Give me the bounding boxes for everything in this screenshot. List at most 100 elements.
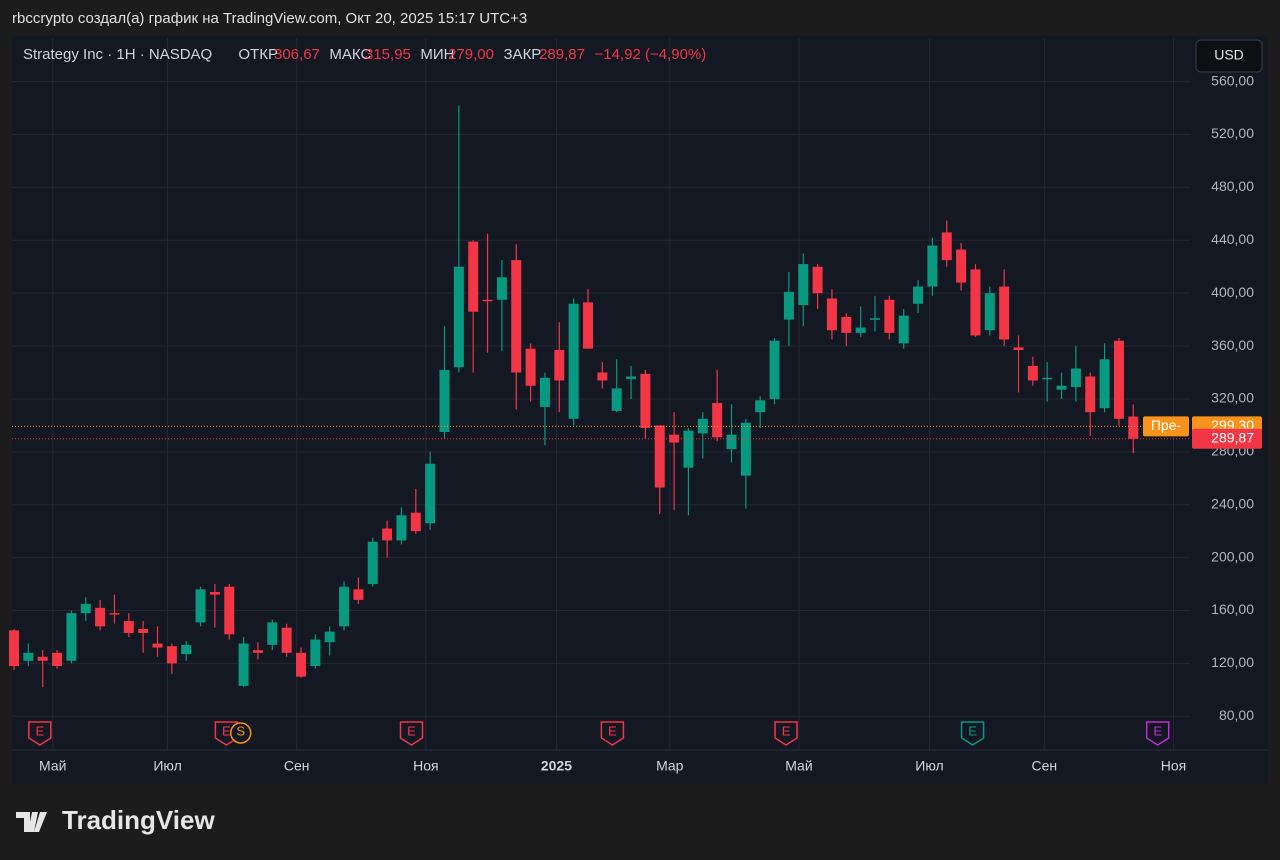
chart-panel — [12, 36, 1268, 784]
event-marker — [774, 721, 798, 746]
candle-body — [37, 656, 48, 661]
stat-value: 289,87 — [539, 46, 585, 63]
x-tick-label: Мар — [656, 758, 684, 774]
candle-body — [396, 515, 407, 541]
price-tag-bg — [1192, 428, 1262, 449]
x-tick-label: Ноя — [1161, 758, 1186, 774]
candle-body — [425, 463, 436, 524]
candle-body — [539, 377, 550, 407]
grid: 80,00120,00160,00200,00240,00280,00320,0… — [12, 38, 1254, 774]
candle-body — [468, 241, 479, 312]
candle-body — [583, 302, 593, 349]
x-tick-label: Май — [39, 758, 66, 774]
candle-body — [52, 652, 63, 667]
attribution: rbccrypto создал(а) график на TradingVie… — [12, 10, 527, 27]
y-tick-label: 320,00 — [1211, 390, 1254, 406]
event-label: E — [608, 723, 617, 738]
currency-button[interactable] — [1195, 39, 1263, 73]
candle-body — [826, 298, 837, 331]
y-tick-label: 360,00 — [1211, 337, 1254, 353]
x-tick-label: Май — [785, 758, 812, 774]
candle-body — [626, 376, 637, 380]
candle-body — [669, 434, 680, 443]
candle-body — [726, 434, 737, 450]
candle-body — [109, 613, 120, 615]
stat-value: 315,95 — [365, 46, 411, 63]
candle-body — [439, 369, 450, 433]
candle-body — [870, 318, 880, 320]
candle-body — [927, 245, 938, 287]
candle-body — [224, 586, 235, 635]
candle-body — [984, 293, 995, 331]
candle-body — [453, 266, 464, 368]
candle-body — [611, 388, 622, 411]
candle-body — [841, 316, 852, 333]
candle-body — [941, 232, 952, 261]
event-label: S — [236, 723, 245, 738]
y-tick-label: 200,00 — [1211, 548, 1254, 564]
event-label: E — [407, 723, 416, 738]
candle-body — [1099, 359, 1110, 409]
candle-body — [769, 340, 780, 399]
stat-value: 279,00 — [448, 46, 494, 63]
candle-body — [267, 622, 278, 645]
candle-body — [482, 299, 493, 302]
event-marker — [229, 722, 252, 744]
candle-body — [683, 430, 694, 468]
x-tick-label: Сен — [1032, 758, 1058, 774]
candle-body — [166, 646, 177, 664]
event-marker — [28, 721, 52, 746]
candle-body — [496, 277, 507, 300]
x-tick-label: Июл — [153, 758, 181, 774]
candle-body — [1042, 377, 1053, 380]
x-tick-label: Июл — [915, 758, 943, 774]
y-tick-label: 520,00 — [1211, 125, 1254, 141]
candle-body — [999, 286, 1010, 340]
candle-body — [80, 603, 91, 614]
x-tick-label: 2025 — [541, 758, 572, 774]
stat-label: ЗАКР — [504, 46, 542, 63]
candle-body — [712, 402, 723, 438]
candle-body — [640, 373, 651, 429]
price-tag-name-bg — [1143, 416, 1189, 437]
candle-body — [740, 422, 751, 476]
candle-body — [152, 643, 163, 648]
candle-body — [410, 512, 421, 532]
candle-body — [123, 621, 134, 633]
candle-body — [138, 629, 149, 633]
candle-body — [798, 264, 809, 306]
candle-body — [353, 589, 364, 600]
candle-body — [1070, 368, 1081, 388]
y-tick-label: 400,00 — [1211, 284, 1254, 300]
brand-logo: TradingView — [16, 805, 215, 835]
candle-body — [95, 607, 106, 627]
change: −14,92 (−4,90%) — [595, 46, 707, 63]
y-tick-label: 240,00 — [1211, 495, 1254, 511]
candle-body — [1128, 416, 1139, 439]
brand-name: TradingView — [62, 805, 215, 835]
event-marker — [600, 721, 625, 746]
candle-body — [238, 643, 249, 686]
y-tick-label: 440,00 — [1211, 231, 1254, 247]
candle-body — [970, 269, 981, 336]
candle-body — [597, 372, 608, 381]
event-label: E — [782, 723, 791, 738]
price-tag: 289,87 — [1211, 429, 1254, 445]
candle-body — [367, 541, 378, 585]
x-tick-label: Ноя — [413, 758, 438, 774]
stat-label: ОТКР — [238, 46, 278, 63]
event-marker — [960, 721, 985, 746]
candle-body — [1013, 347, 1024, 351]
candle-body — [281, 627, 292, 653]
candle-body — [324, 631, 335, 643]
price-tag-name: Пре- — [1151, 417, 1182, 433]
candle-body — [855, 327, 866, 333]
candle-body — [23, 652, 34, 661]
candle-body — [525, 348, 536, 386]
candle-body — [812, 266, 823, 294]
stat-value: 306,67 — [274, 46, 320, 63]
